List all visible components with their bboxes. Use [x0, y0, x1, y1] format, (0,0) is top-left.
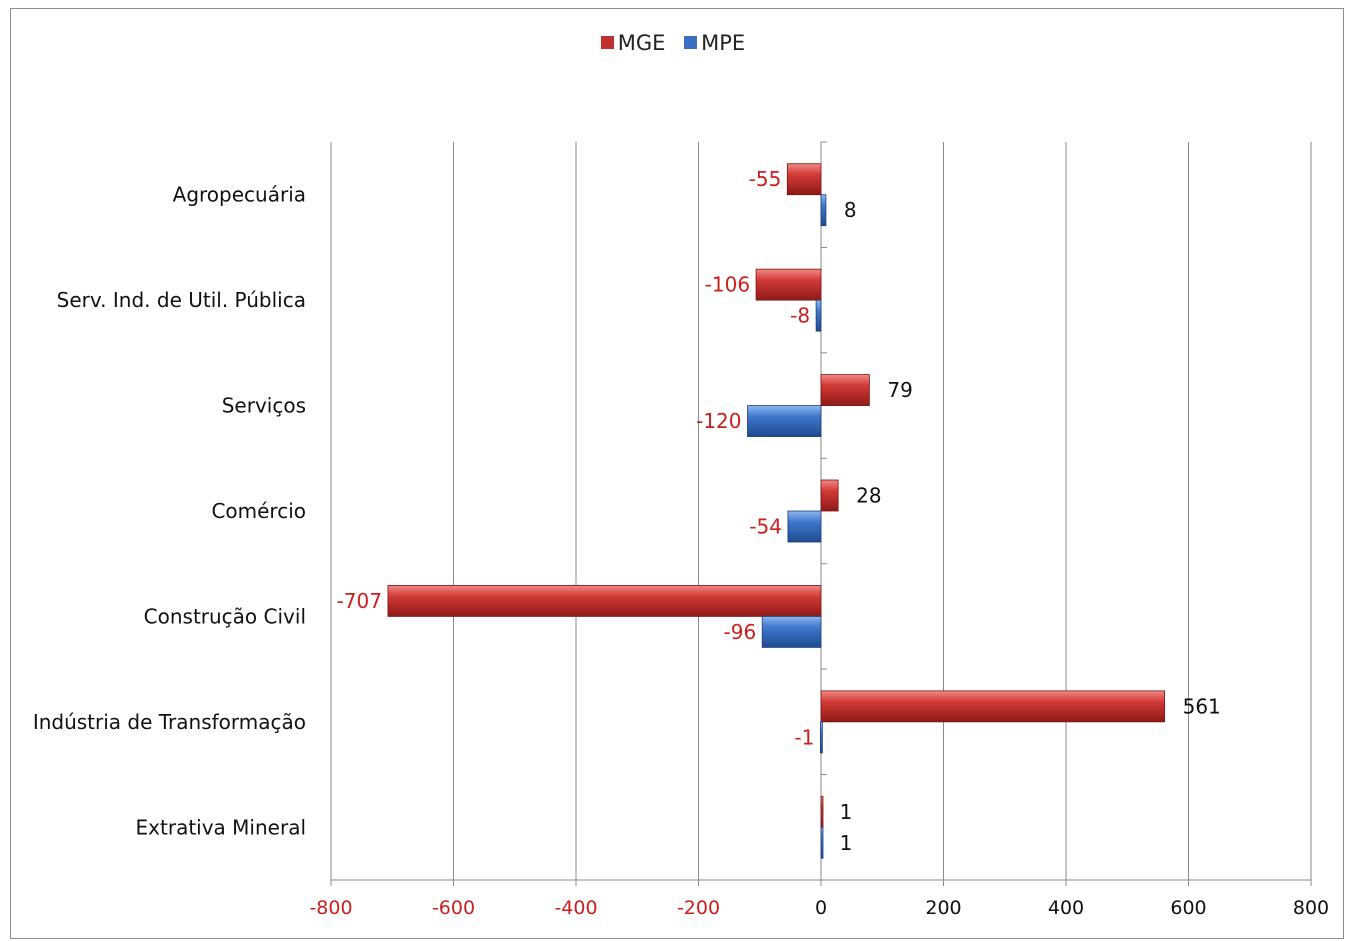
bar-mge	[786, 163, 822, 196]
data-label-mge: 1	[840, 800, 853, 824]
x-tick-label: 800	[1293, 897, 1329, 919]
category-label: Comércio	[211, 499, 306, 523]
gridlines	[330, 142, 1312, 880]
data-label-mpe: -96	[724, 620, 757, 644]
x-tick-label: 0	[815, 897, 827, 919]
data-label-mpe: -120	[696, 409, 741, 433]
x-tick-label: -600	[432, 897, 475, 919]
category-label: Indústria de Transformação	[33, 710, 306, 734]
legend-swatch-mpe	[684, 36, 698, 49]
legend-label-mge: MGE	[617, 30, 666, 55]
bar-mpe	[819, 721, 823, 754]
data-label-mge: 28	[856, 484, 881, 508]
category-label: Construção Civil	[144, 604, 306, 628]
bar-mpe	[761, 616, 822, 648]
bar-mge	[820, 374, 870, 406]
x-tick-label: -200	[677, 897, 720, 919]
bar-mpe	[815, 299, 822, 332]
x-tick-label: -400	[554, 897, 597, 919]
category-label: Serv. Ind. de Util. Pública	[57, 288, 306, 312]
category-label: Agropecuária	[173, 183, 306, 207]
data-label-mge: -55	[749, 167, 782, 191]
data-label-mge: -707	[337, 589, 382, 613]
data-label-mge: -106	[705, 273, 750, 297]
legend-label-mpe: MPE	[701, 30, 746, 55]
bar-mge	[820, 690, 1166, 723]
data-label-mge: 79	[887, 378, 912, 402]
bar-mpe	[787, 510, 822, 543]
axes: -800 -600 -400 -200 0 200 400 600 800	[309, 141, 1329, 919]
bar-mpe	[820, 826, 824, 859]
bar-mge	[387, 585, 822, 617]
legend-item-mpe: MPE	[684, 31, 745, 55]
chart-frame	[10, 8, 1344, 939]
legend-item-mge: MGE	[600, 30, 666, 55]
category-label: Serviços	[222, 394, 306, 418]
data-label-mpe: 1	[840, 831, 853, 855]
data-label-mge: 561	[1183, 694, 1221, 718]
legend: MGE MPE	[0, 30, 1346, 55]
bar-mge	[820, 479, 839, 512]
bar-mpe	[747, 405, 822, 437]
data-label-mpe: 8	[844, 198, 857, 222]
data-label-mpe: -1	[794, 725, 814, 749]
bar-mge	[820, 795, 824, 828]
x-tick-label: 400	[1048, 897, 1084, 919]
data-label-mpe: -54	[749, 515, 782, 539]
x-tick-label: 600	[1170, 897, 1206, 919]
category-label: Extrativa Mineral	[136, 815, 306, 839]
bar-mge	[755, 268, 822, 301]
legend-swatch-mge	[600, 36, 614, 49]
bars	[387, 163, 1166, 859]
x-tick-label: 200	[925, 897, 961, 919]
bar-mpe	[820, 194, 827, 227]
data-label-mpe: -8	[790, 304, 810, 328]
x-tick-label: -800	[309, 897, 352, 919]
labels: Agropecuária -55 8 Serv. Ind. de Util. Públ…	[33, 167, 1221, 855]
